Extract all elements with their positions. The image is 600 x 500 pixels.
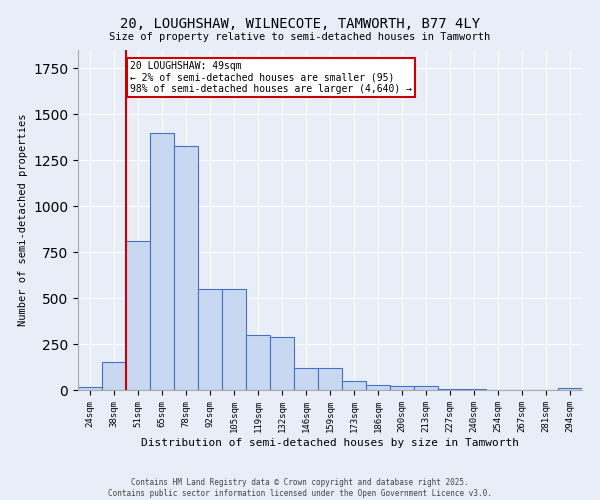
Bar xyxy=(294,368,318,390)
Text: 20, LOUGHSHAW, WILNECOTE, TAMWORTH, B77 4LY: 20, LOUGHSHAW, WILNECOTE, TAMWORTH, B77 … xyxy=(120,18,480,32)
Bar xyxy=(438,389,462,390)
Y-axis label: Number of semi-detached properties: Number of semi-detached properties xyxy=(17,114,28,326)
X-axis label: Distribution of semi-detached houses by size in Tamworth: Distribution of semi-detached houses by … xyxy=(141,438,519,448)
Bar xyxy=(222,289,246,390)
Text: Size of property relative to semi-detached houses in Tamworth: Size of property relative to semi-detach… xyxy=(109,32,491,42)
Bar xyxy=(174,146,198,390)
Bar xyxy=(318,368,342,390)
Text: 20 LOUGHSHAW: 49sqm
← 2% of semi-detached houses are smaller (95)
98% of semi-de: 20 LOUGHSHAW: 49sqm ← 2% of semi-detache… xyxy=(130,61,412,94)
Text: Contains HM Land Registry data © Crown copyright and database right 2025.
Contai: Contains HM Land Registry data © Crown c… xyxy=(108,478,492,498)
Bar xyxy=(366,386,390,390)
Bar xyxy=(198,289,222,390)
Bar xyxy=(390,386,414,390)
Bar xyxy=(78,387,102,390)
Bar xyxy=(150,132,174,390)
Bar xyxy=(126,241,150,390)
Bar xyxy=(342,381,366,390)
Bar xyxy=(246,335,270,390)
Bar xyxy=(558,388,582,390)
Bar xyxy=(462,389,486,390)
Bar xyxy=(414,386,438,390)
Bar xyxy=(102,362,126,390)
Bar xyxy=(270,336,294,390)
